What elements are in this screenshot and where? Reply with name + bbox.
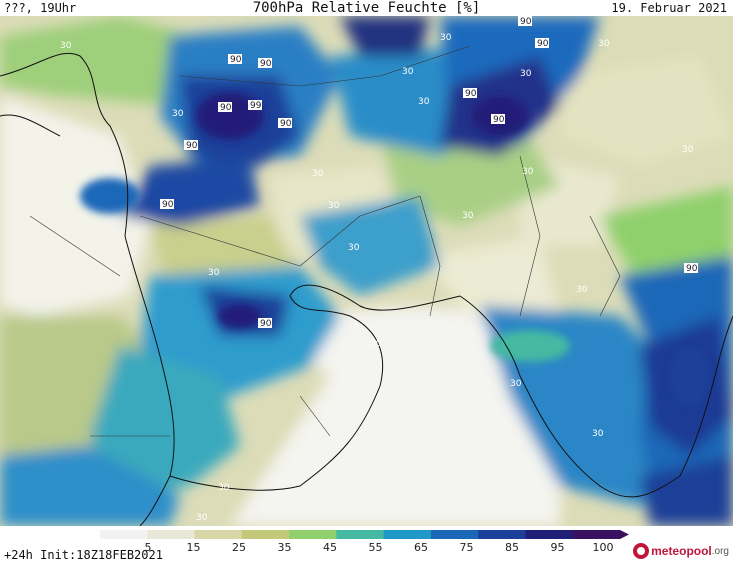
colorbar-tick-label: 15: [186, 541, 201, 554]
colorbar-extend-arrow: [620, 530, 629, 539]
contour-labels: 90 90 90 90 90 99 90 90 90 90 90 90 90 3…: [60, 16, 698, 523]
map-footer: 5 15 25 35 45 55 65 75 85 95 100 +24h Init:18Z18FE…: [0, 526, 733, 566]
contour-label-90: 90: [260, 59, 272, 69]
colorbar-segment: [383, 530, 432, 539]
valid-date-label: 19. Februar 2021: [611, 1, 727, 15]
colorbar-tick-label: 95: [550, 541, 565, 554]
contour-label-90: 90: [537, 39, 549, 49]
init-time-label: +24h Init:18Z18FEB2021: [4, 548, 163, 562]
contour-label-30: 30: [520, 69, 532, 79]
colorbar-segment: [147, 530, 196, 539]
colorbar-tick-label: 65: [414, 541, 428, 554]
colorbar-segment: [194, 530, 243, 539]
contour-label-30: 30: [348, 243, 360, 253]
valid-time-label: ???, 19Uhr: [4, 1, 77, 15]
contour-label-30: 30: [402, 67, 414, 77]
contour-label-30: 30: [592, 429, 604, 439]
contour-label-30: 30: [196, 513, 208, 523]
contour-label-99: 99: [250, 101, 262, 111]
contour-label-30: 30: [576, 285, 588, 295]
colorbar-tick-label: 100: [592, 541, 614, 554]
colorbar-segment: [478, 530, 526, 539]
brand-tld: .org: [711, 545, 729, 557]
contour-label-90: 90: [520, 17, 532, 27]
colorbar-segment: [289, 530, 337, 539]
contour-label-90: 90: [260, 319, 272, 329]
colorbar-tick-label: 5: [144, 541, 152, 554]
contour-label-90: 90: [465, 89, 477, 99]
contour-label-30: 30: [522, 167, 534, 177]
brand-name: meteopool: [651, 544, 712, 558]
contour-label-30: 30: [440, 33, 452, 43]
brand-logo[interactable]: meteopool .org: [633, 543, 729, 559]
humidity-detail: [80, 92, 710, 406]
contour-label-90: 90: [493, 115, 505, 125]
colorbar-tick-label: 35: [277, 541, 292, 554]
contour-label-30: 30: [598, 39, 610, 49]
contour-label-90: 90: [230, 55, 242, 65]
colorbar-tick-label: 25: [232, 541, 246, 554]
contour-label-30: 30: [328, 201, 340, 211]
contour-label-30: 30: [208, 268, 220, 278]
contour-label-90: 90: [186, 141, 198, 151]
coastlines: [0, 52, 733, 526]
contour-label-90: 90: [686, 264, 698, 274]
contour-label-30: 30: [418, 97, 430, 107]
contour-label-30: 30: [218, 483, 230, 493]
contour-label-90: 90: [162, 200, 174, 210]
colorbar-tick-label: 45: [323, 541, 337, 554]
contour-label-30: 30: [682, 145, 694, 155]
colorbar: [100, 530, 629, 539]
colorbar-segment: [525, 530, 574, 539]
colorbar-segment: [336, 530, 385, 539]
colorbar-segment: [430, 530, 479, 539]
contour-label-30: 30: [312, 169, 324, 179]
colorbar-tick-label: 55: [368, 541, 383, 554]
map-header: ???, 19Uhr 700hPa Relative Feuchte [%] 1…: [0, 0, 733, 16]
map-title: 700hPa Relative Feuchte [%]: [252, 0, 481, 16]
humidity-map[interactable]: 90 90 90 90 90 99 90 90 90 90 90 90 90 3…: [0, 16, 733, 526]
colorbar-segment: [241, 530, 290, 539]
contour-label-30: 30: [172, 109, 184, 119]
colorbar-tick-label: 75: [459, 541, 474, 554]
colorbar-segment: [100, 530, 148, 539]
borders: [29, 45, 621, 437]
contour-label-30: 30: [60, 41, 72, 51]
brand-icon: [633, 543, 650, 559]
contour-label-90: 90: [280, 119, 292, 129]
colorbar-tick-label: 85: [505, 541, 519, 554]
contour-label-90: 90: [220, 103, 232, 113]
contour-label-30: 30: [510, 379, 522, 389]
contour-label-30: 30: [370, 339, 382, 349]
colorbar-segment: [572, 530, 621, 539]
contour-label-30: 30: [462, 211, 474, 221]
